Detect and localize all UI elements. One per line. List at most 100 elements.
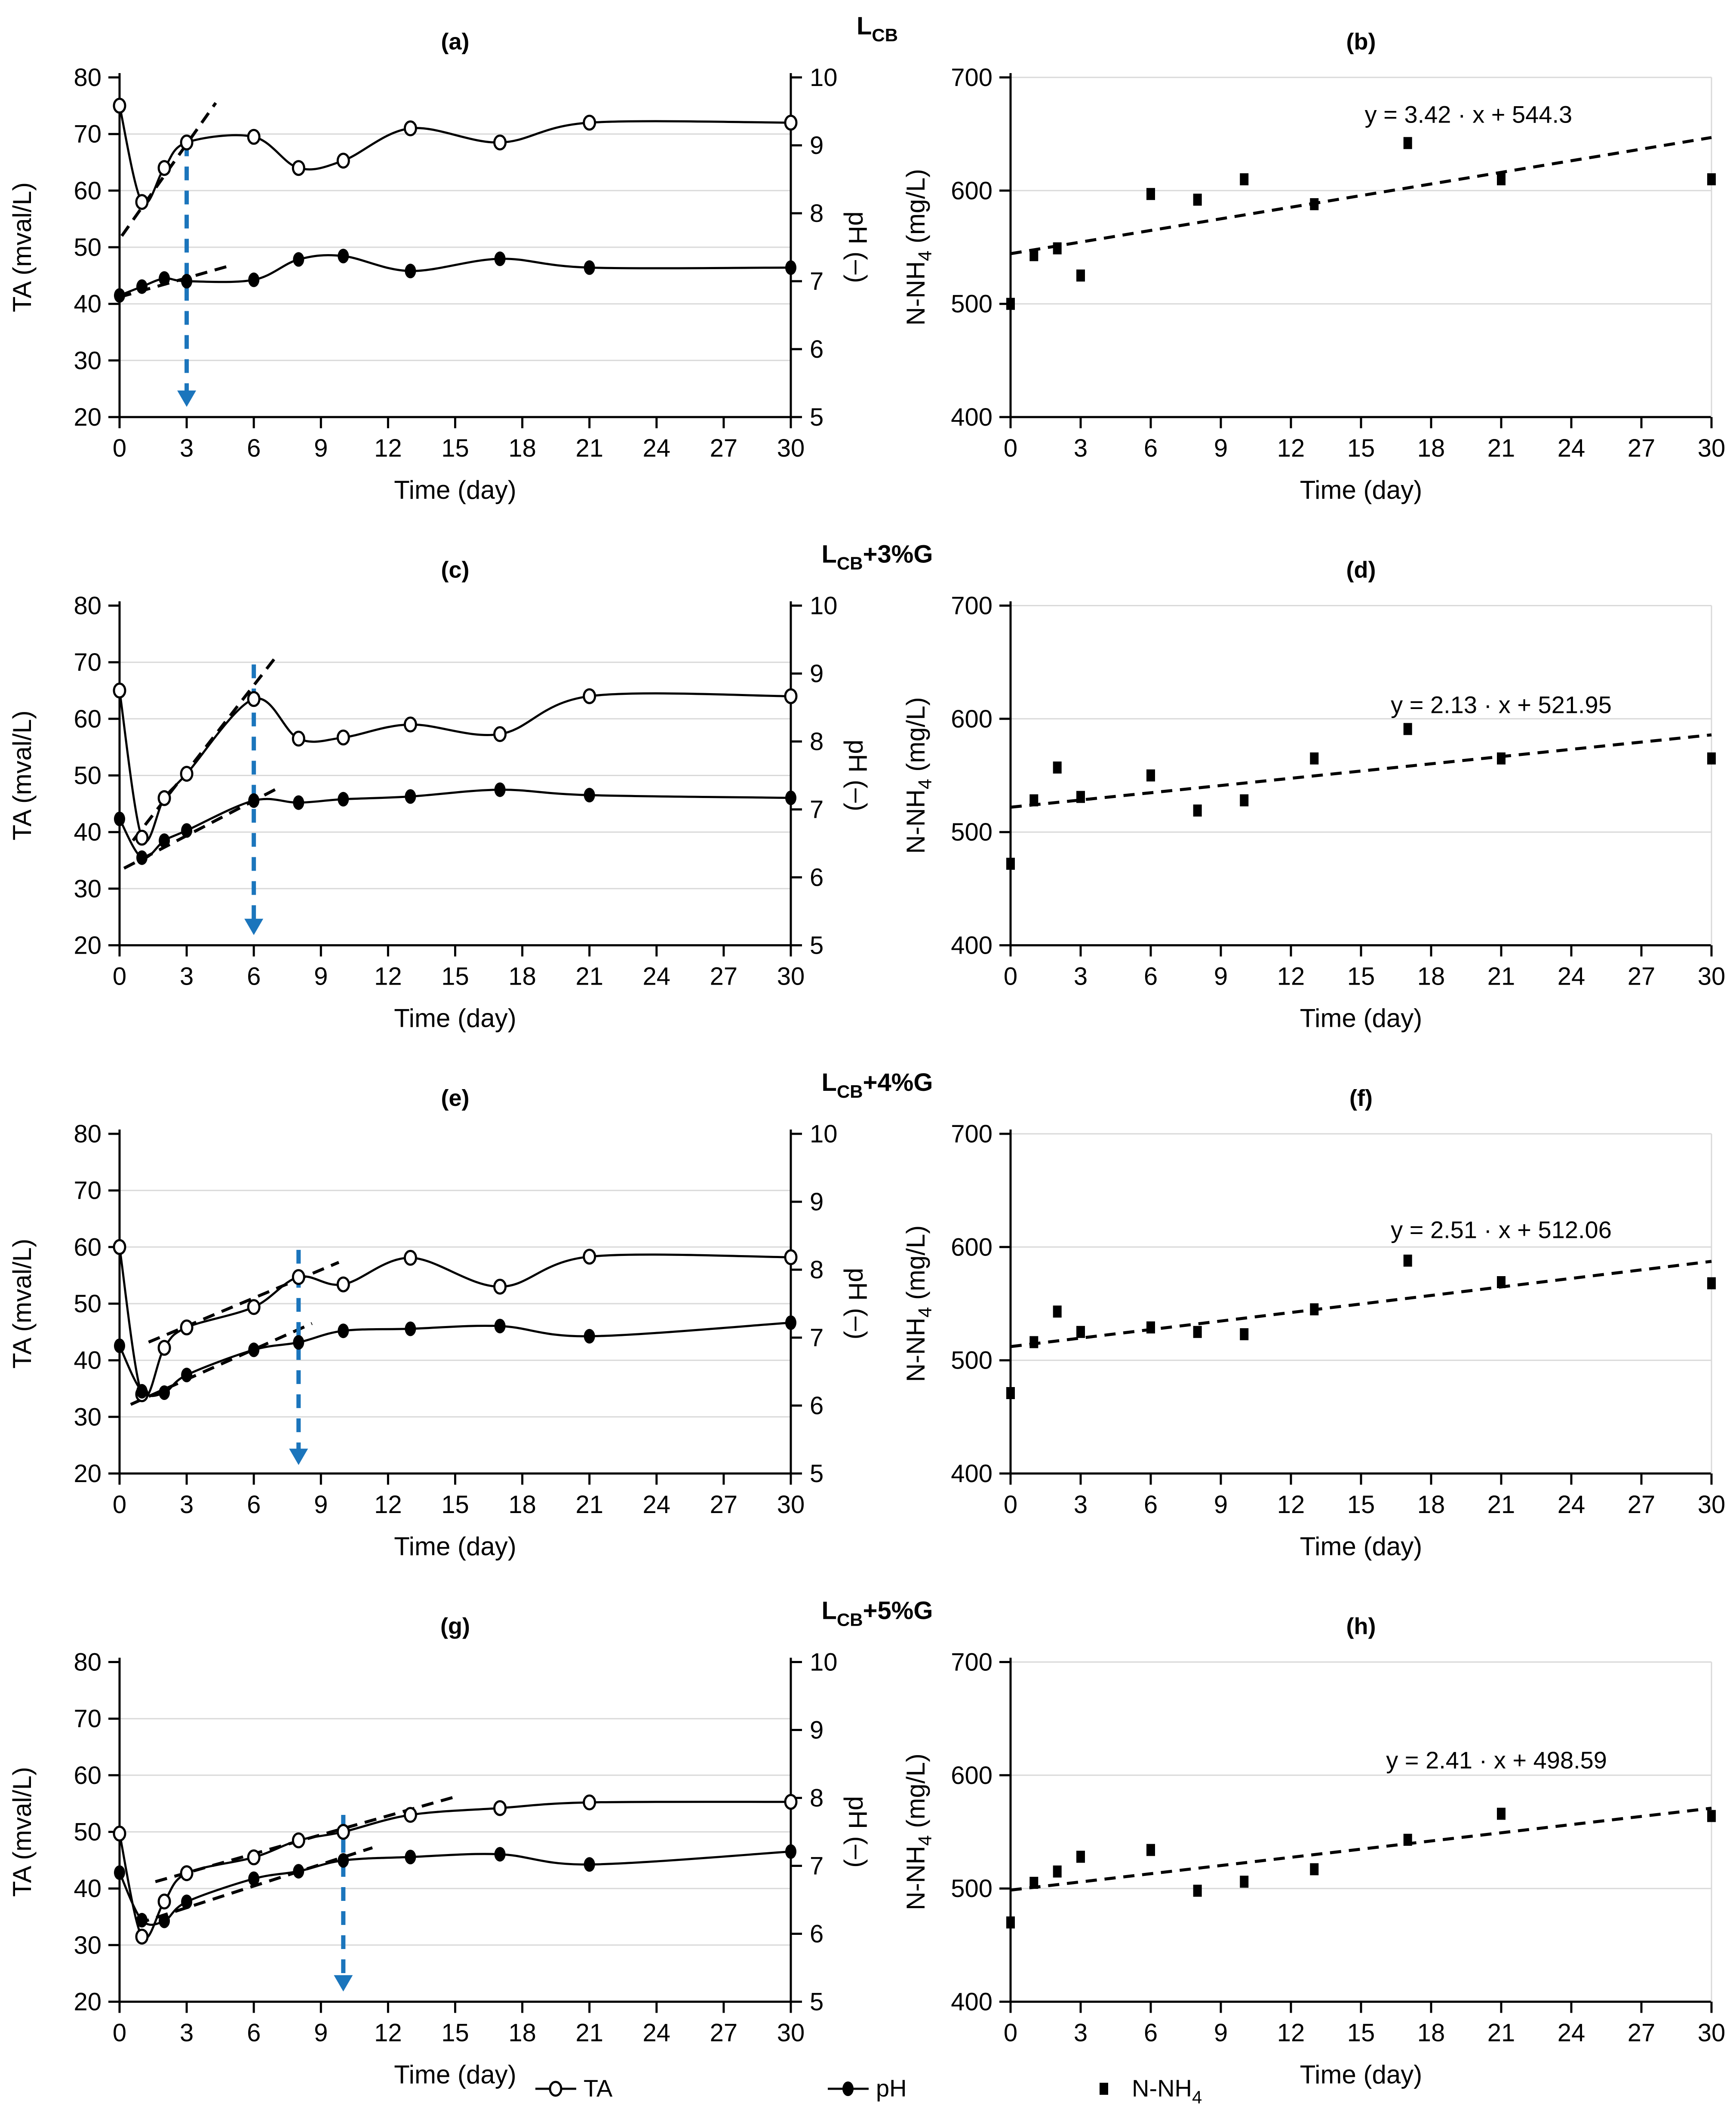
x-tick-label: 21: [1487, 963, 1515, 991]
x-tick-label: 12: [1277, 963, 1305, 991]
y-tick-label: 500: [951, 1875, 992, 1903]
equation-label: y = 2.13 · x + 521.95: [1391, 691, 1612, 718]
ph-marker: [494, 251, 506, 266]
x-tick-label: 27: [710, 434, 738, 462]
y-tick-label: 600: [951, 705, 992, 733]
ph-marker: [136, 1912, 147, 1928]
x-tick-label: 24: [643, 1491, 671, 1519]
x-tick-label: 9: [1214, 963, 1228, 991]
ta-marker: [180, 1319, 194, 1335]
ta-marker: [157, 790, 171, 806]
x-tick-label: 9: [314, 1491, 328, 1519]
x-tick-label: 30: [777, 2019, 805, 2047]
nh4-marker: [1006, 857, 1015, 870]
nh4-marker: [1053, 1865, 1062, 1878]
regression-line: [1010, 733, 1712, 809]
x-tick-label: 3: [180, 963, 194, 991]
y-right-tick-label: 10: [810, 592, 838, 620]
x-tick-label: 21: [575, 1491, 603, 1519]
x-tick-label: 9: [1214, 434, 1228, 462]
y-tick-label: 20: [74, 1460, 101, 1488]
y-axis-label: N-NH4 (mg/L): [901, 1753, 936, 1910]
x-tick-label: 15: [1347, 963, 1375, 991]
y-right-tick-label: 5: [810, 1988, 823, 2016]
nh4-marker: [1146, 1844, 1155, 1856]
ta-marker: [336, 153, 350, 169]
group-title-0: LCB: [857, 12, 898, 45]
nh4-marker: [1006, 1387, 1015, 1399]
y-right-tick-label: 5: [810, 403, 823, 431]
ta-marker: [493, 1279, 507, 1295]
y-tick-label: 50: [74, 762, 101, 790]
y-axis-left-label: TA (mval/L): [8, 182, 37, 312]
ph-marker: [405, 789, 416, 804]
y-tick-label: 30: [74, 347, 101, 374]
x-tick-label: 24: [1558, 1491, 1585, 1519]
x-tick-label: 3: [180, 1491, 194, 1519]
y-tick-label: 60: [74, 705, 101, 733]
panel-c-title: (c): [441, 557, 470, 583]
nh4-marker: [1240, 173, 1249, 185]
group-title-3: LCB+5%G: [822, 1597, 933, 1630]
nh4-marker: [1310, 752, 1319, 764]
x-tick-label: 30: [1698, 1491, 1726, 1519]
nh4-marker: [1310, 1303, 1319, 1316]
nh4-marker: [1029, 1336, 1039, 1348]
ta-marker: [403, 1807, 417, 1823]
ta-marker: [583, 114, 596, 131]
nh4-marker: [1707, 1810, 1716, 1822]
ta-marker: [493, 1800, 507, 1816]
x-tick-label: 12: [374, 2019, 402, 2047]
nh4-marker: [1053, 761, 1062, 774]
ph-marker: [405, 264, 416, 279]
ta-marker: [292, 1832, 305, 1848]
x-tick-label: 12: [1277, 2019, 1305, 2047]
ph-marker: [494, 1319, 506, 1334]
ph-marker: [248, 272, 260, 287]
nh4-marker: [1076, 791, 1085, 803]
x-tick-label: 24: [643, 963, 671, 991]
nh4-marker: [1497, 173, 1506, 185]
x-tick-label: 12: [374, 434, 402, 462]
panel-h-title: (h): [1346, 1614, 1376, 1639]
nh4-marker: [1403, 1833, 1412, 1846]
ph-series-line: [119, 254, 791, 297]
nh4-marker: [1310, 1863, 1319, 1876]
x-tick-label: 3: [180, 2019, 194, 2047]
y-right-tick-label: 8: [810, 1784, 823, 1812]
ta-marker: [135, 1928, 149, 1945]
x-tick-label: 18: [1417, 2019, 1445, 2047]
x-tick-label: 15: [1347, 1491, 1375, 1519]
nh4-marker: [1240, 794, 1249, 807]
y-tick-label: 40: [74, 1875, 101, 1903]
nh4-marker: [1193, 1885, 1202, 1897]
ph-marker: [248, 1871, 260, 1886]
ph-marker: [159, 1913, 170, 1928]
ph-series-line: [118, 789, 791, 860]
x-tick-label: 3: [1074, 2019, 1088, 2047]
trendline-1: [130, 1322, 313, 1406]
y-right-tick-label: 9: [810, 1188, 823, 1216]
y-tick-label: 500: [951, 1347, 992, 1375]
ph-marker: [785, 260, 796, 275]
x-tick-label: 6: [247, 963, 261, 991]
x-tick-label: 18: [1417, 963, 1445, 991]
x-axis-label: Time (day): [394, 476, 516, 504]
x-tick-label: 0: [113, 1491, 126, 1519]
ph-marker: [785, 790, 796, 805]
ph-marker: [785, 1315, 796, 1330]
y-right-tick-label: 8: [810, 1256, 823, 1284]
group-title-1: LCB+3%G: [822, 540, 933, 574]
x-tick-label: 6: [247, 2019, 261, 2047]
x-tick-label: 15: [441, 434, 469, 462]
nh4-marker: [1006, 1916, 1015, 1929]
ta-marker: [135, 194, 149, 210]
nh4-marker: [1497, 1276, 1506, 1288]
x-axis-label: Time (day): [394, 1004, 516, 1033]
x-tick-label: 15: [1347, 434, 1375, 462]
x-tick-label: 18: [1417, 434, 1445, 462]
x-tick-label: 24: [1558, 434, 1585, 462]
ta-marker: [247, 691, 261, 707]
x-tick-label: 27: [710, 963, 738, 991]
